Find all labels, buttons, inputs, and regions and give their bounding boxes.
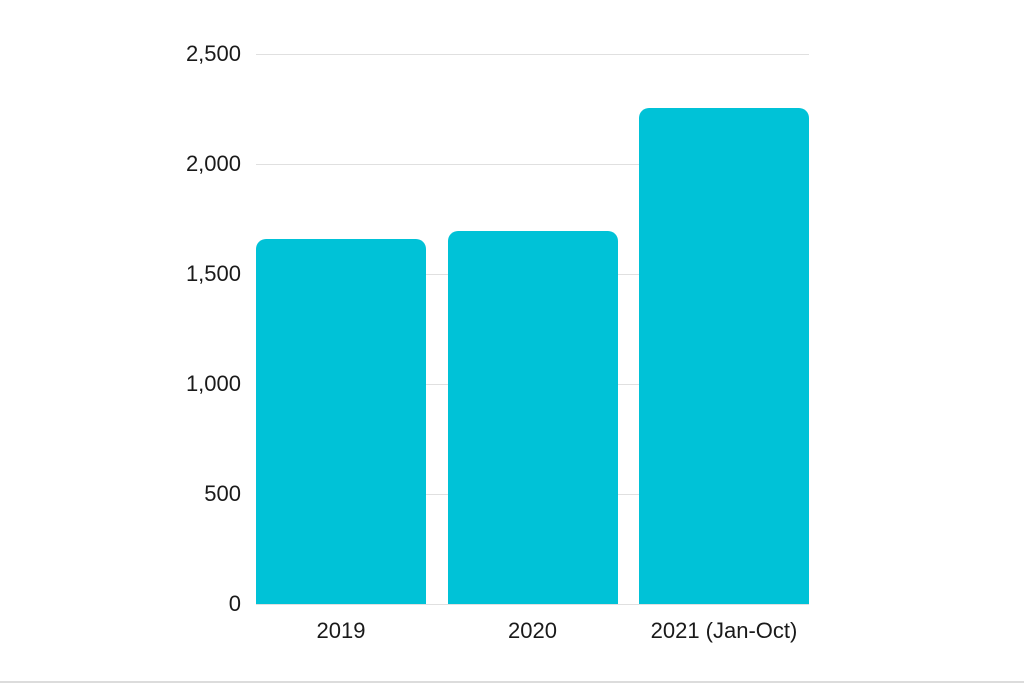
gridline [256, 163, 809, 165]
plot-area: 0 500 1,000 1,500 2,000 2,500 2019 2020 2021 (Ja… [186, 43, 809, 643]
bottom-divider [0, 681, 1024, 683]
x-axis-category-label: 2020 [508, 618, 557, 643]
y-axis-tick-label: 2,500 [185, 41, 241, 66]
gridline [256, 53, 809, 55]
y-axis-tick-label: 500 [204, 481, 241, 506]
bar-2021-jan-oct [639, 107, 809, 604]
gridline [256, 603, 809, 605]
y-axis-tick-label: 2,000 [185, 151, 241, 176]
bar-2019 [256, 238, 426, 604]
y-axis-tick-label: 0 [228, 591, 241, 616]
y-axis-tick-label: 1,500 [185, 261, 241, 286]
x-axis-category-label: 2019 [316, 618, 366, 643]
y-axis-tick-label: 1,000 [185, 371, 241, 396]
bar-2020 [447, 231, 618, 604]
x-axis-category-label: 2021 (Jan-Oct) [650, 618, 798, 643]
